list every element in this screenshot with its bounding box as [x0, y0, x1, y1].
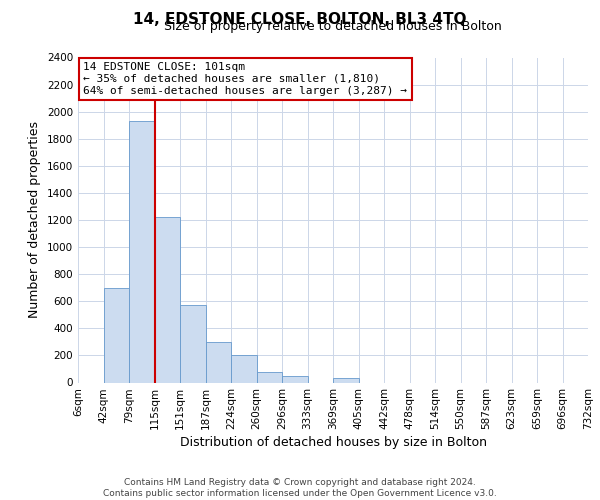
- Bar: [231, 356, 257, 382]
- X-axis label: Distribution of detached houses by size in Bolton: Distribution of detached houses by size …: [179, 436, 487, 450]
- Bar: [333, 378, 359, 382]
- Bar: [282, 376, 308, 382]
- Text: 14 EDSTONE CLOSE: 101sqm
← 35% of detached houses are smaller (1,810)
64% of sem: 14 EDSTONE CLOSE: 101sqm ← 35% of detach…: [83, 62, 407, 96]
- Bar: [257, 372, 282, 382]
- Bar: [129, 121, 155, 382]
- Bar: [155, 218, 180, 382]
- Bar: [180, 306, 205, 382]
- Title: Size of property relative to detached houses in Bolton: Size of property relative to detached ho…: [164, 20, 502, 32]
- Bar: [104, 288, 129, 382]
- Text: Contains HM Land Registry data © Crown copyright and database right 2024.
Contai: Contains HM Land Registry data © Crown c…: [103, 478, 497, 498]
- Y-axis label: Number of detached properties: Number of detached properties: [28, 122, 41, 318]
- Bar: [205, 342, 231, 382]
- Text: 14, EDSTONE CLOSE, BOLTON, BL3 4TQ: 14, EDSTONE CLOSE, BOLTON, BL3 4TQ: [133, 12, 467, 28]
